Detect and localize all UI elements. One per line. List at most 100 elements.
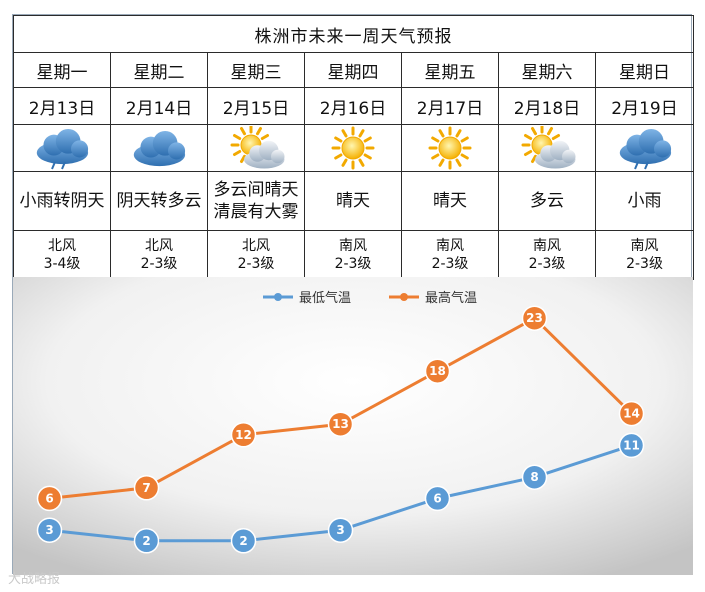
data-label: 3 [336,523,344,537]
sun-icon [428,126,472,170]
weather-desc-cell: 晴天 [401,171,499,231]
weekday-cell: 星期四 [304,52,402,88]
forecast-card: 株洲市未来一周天气预报 星期一 星期二 星期三 星期四 星期五 星期六 星期日 2月13日 2… [12,14,695,575]
wind-cell: 北风 3-4级 [13,230,111,280]
legend-marker [400,293,408,301]
weather-desc-cell: 多云间晴天清晨有大雾 [207,171,305,231]
data-point [424,358,451,384]
wind-direction: 北风 [145,238,173,254]
wind-level: 2-3级 [140,256,178,272]
weather-icon-cell [13,124,111,172]
weather-icon-cell [401,124,499,172]
page-title: 株洲市未来一周天气预报 [12,15,695,53]
date-cell: 2月17日 [401,87,499,125]
weather-icon-cell [304,124,402,172]
forecast-table: 株洲市未来一周天气预报 星期一 星期二 星期三 星期四 星期五 星期六 星期日 2月13日 2… [12,15,695,280]
wind-level: 2-3级 [237,256,275,272]
rain-cloud-icon [619,128,671,170]
weekday-row: 星期一 星期二 星期三 星期四 星期五 星期六 星期日 [13,52,695,88]
weather-desc-cell: 阴天转多云 [110,171,208,231]
sun-cloud-icon [230,126,285,169]
data-point [230,528,257,554]
wind-level: 3-4级 [43,256,81,272]
weather-icon-cell [594,124,695,172]
cloud-icon [133,130,186,167]
sun-icon [331,126,375,170]
sun-cloud-icon [521,126,576,169]
data-label: 23 [526,311,543,325]
data-point [36,517,63,543]
data-label: 11 [623,438,640,452]
wind-cell: 北风 2-3级 [110,230,208,280]
weekday-cell: 星期三 [207,52,305,88]
wind-level: 2-3级 [431,256,469,272]
date-row: 2月13日 2月14日 2月15日 2月16日 2月17日 2月18日 2月19日 [13,87,695,125]
data-point [327,411,354,437]
data-label: 2 [142,534,150,548]
date-cell: 2月16日 [304,87,402,125]
wind-cell: 南风 2-3级 [304,230,402,280]
weather-desc-cell: 小雨转阴天 [13,171,111,231]
wind-cell: 南风 2-3级 [594,230,695,280]
data-label: 6 [433,491,441,505]
data-point [327,517,354,543]
wind-cell: 南风 2-3级 [401,230,499,280]
data-label: 6 [45,491,53,505]
legend-marker [274,293,282,301]
data-point [36,485,63,512]
data-point [133,475,160,501]
legend-label: 最高气温 [425,290,477,306]
wind-level: 2-3级 [334,256,372,272]
weather-desc-cell: 小雨 [594,171,695,231]
wind-row: 北风 3-4级 北风 2-3级 北风 2-3级 南风 2-3级 南风 2-3级 南风 2-3级 南风 2-… [13,230,695,280]
wind-direction: 南风 [630,238,659,254]
date-cell: 2月18日 [498,87,596,125]
wind-cell: 北风 2-3级 [207,230,305,280]
weekday-cell: 星期五 [401,52,499,88]
wind-direction: 南风 [533,238,561,254]
watermark: 大战略报 [8,572,61,587]
weekday-cell: 星期日 [594,52,695,88]
data-label: 7 [142,481,150,495]
wind-level: 2-3级 [626,256,663,272]
data-point [521,464,548,490]
data-point [618,400,645,427]
weather-icon-row [13,124,695,172]
wind-direction: 南风 [436,238,464,254]
data-label: 3 [45,523,53,537]
weather-desc-cell: 多云 [498,171,596,231]
weather-desc-cell: 晴天 [304,171,402,231]
wind-direction: 北风 [48,238,76,254]
data-point [618,432,645,459]
date-cell: 2月13日 [13,87,111,125]
legend-label: 最低气温 [299,290,351,306]
data-point [521,305,548,331]
weekday-cell: 星期六 [498,52,596,88]
weather-icon-cell [207,124,305,172]
date-cell: 2月15日 [207,87,305,125]
wind-cell: 南风 2-3级 [498,230,596,280]
weather-icon-cell [110,124,208,172]
weekday-cell: 星期一 [13,52,111,88]
temperature-chart: 最低气温 最高气温 3 2 2 3 6 8 11 6 7 12 13 18 23 14 [13,277,693,575]
data-point [230,422,257,448]
data-point [133,528,160,554]
wind-direction: 南风 [339,238,367,254]
chart-legend: 最低气温 最高气温 [263,290,477,306]
date-cell: 2月19日 [594,87,695,125]
weather-icon-cell [498,124,596,172]
date-cell: 2月14日 [110,87,208,125]
weather-desc-row: 小雨转阴天 阴天转多云 多云间晴天清晨有大雾 晴天 晴天 多云 小雨 [13,171,695,231]
wind-direction: 北风 [242,238,270,254]
data-label: 14 [623,407,640,421]
rain-cloud-icon [36,128,89,170]
data-label: 2 [239,534,247,548]
data-label: 18 [429,364,446,378]
weekday-cell: 星期二 [110,52,208,88]
wind-level: 2-3级 [528,256,566,272]
data-label: 8 [530,470,538,484]
data-label: 13 [332,417,349,431]
data-point [424,485,451,512]
